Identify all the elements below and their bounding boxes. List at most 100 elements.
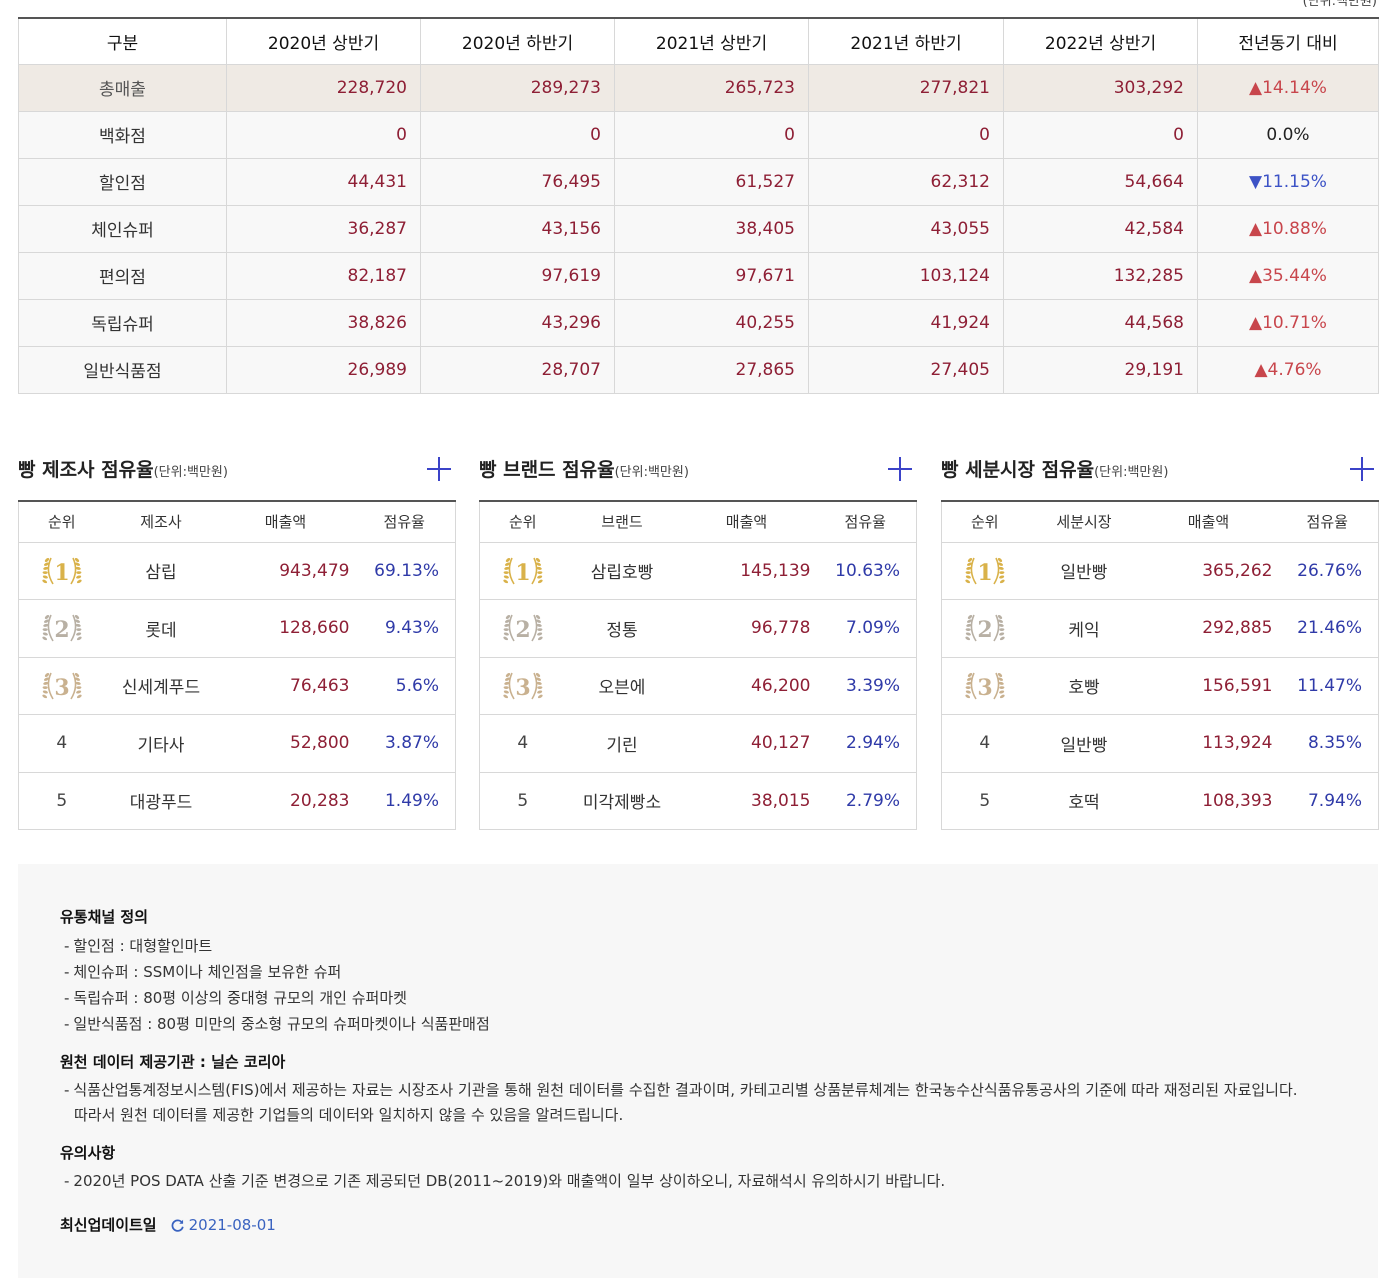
panel-title: 빵 세분시장 점유율(단위:백만원): [941, 455, 1378, 489]
share-value: 7.94%: [1276, 772, 1379, 830]
svg-text:3: 3: [515, 675, 530, 701]
sales-value: 97,671: [614, 251, 809, 300]
table-header-row: 순위 제조사 매출액 점유율: [18, 500, 456, 543]
rank-medal-icon: 2: [960, 611, 1010, 645]
sales-value: 27,405: [808, 345, 1004, 394]
sales-value: 27,865: [614, 345, 809, 394]
sales-value: 40,127: [678, 714, 815, 773]
info-box: 유통채널 정의 할인점 : 대형할인마트 체인슈퍼 : SSM이나 체인점을 보…: [18, 864, 1378, 1278]
item-name: 삼립호빵: [565, 542, 679, 600]
rank-cell: 4: [941, 714, 1028, 773]
item-name: 신세계푸드: [104, 657, 218, 715]
item-name: 롯데: [104, 599, 218, 658]
share-value: 10.63%: [814, 542, 917, 600]
sales-by-channel-table: 구분 2020년 상반기 2020년 하반기 2021년 상반기 2021년 하…: [18, 17, 1379, 394]
channel-label: 백화점: [18, 110, 227, 159]
more-plus-icon[interactable]: [427, 457, 451, 481]
table-row: 2 정통 96,778 7.09%: [479, 599, 917, 658]
sales-value: 43,055: [808, 204, 1004, 253]
item-name: 일반빵: [1027, 714, 1141, 773]
share-value: 2.94%: [814, 714, 917, 773]
rank-medal-icon: 3: [498, 669, 548, 703]
table-row: 일반식품점 26,989 28,707 27,865 27,405 29,191 ▲4.76…: [18, 345, 1379, 394]
table-row: 편의점 82,187 97,619 97,671 103,124 132,285 ▲35.4…: [18, 251, 1379, 300]
channel-definition-item: 체인슈퍼 : SSM이나 체인점을 보유한 슈퍼: [60, 959, 1378, 985]
item-name: 호빵: [1027, 657, 1141, 715]
sales-value: 228,720: [226, 63, 421, 112]
sales-value: 0: [808, 110, 1004, 159]
share-table: 순위 제조사 매출액 점유율 1 삼립 943,479 69.13% 2 롯데 128,660 9.4…: [18, 500, 456, 830]
panel-unit: (단위:백만원): [153, 465, 228, 480]
brand-share-panel: 빵 브랜드 점유율(단위:백만원) 순위 브랜드 매출액 점유율 1 삼립호빵 145,139…: [479, 455, 917, 830]
table-row: 5 호떡 108,393 7.94%: [941, 772, 1379, 830]
share-value: 5.6%: [353, 657, 456, 715]
rank-cell: 5: [941, 772, 1028, 830]
sales-value: 20,283: [217, 772, 354, 830]
panel-title-text: 빵 세분시장 점유율: [941, 459, 1095, 481]
column-header: 브랜드: [565, 500, 679, 543]
rank-medal-icon: 2: [498, 611, 548, 645]
update-date-group: 2021-08-01: [171, 1216, 276, 1234]
column-header: 점유율: [1276, 500, 1379, 543]
table-header-row: 순위 세분시장 매출액 점유율: [941, 500, 1379, 543]
rank-cell: 5: [18, 772, 105, 830]
item-name: 기타사: [104, 714, 218, 773]
sales-value: 62,312: [808, 157, 1004, 206]
sales-value: 277,821: [808, 63, 1004, 112]
sales-value: 38,015: [678, 772, 815, 830]
sales-value: 52,800: [217, 714, 354, 773]
sales-value: 128,660: [217, 599, 354, 658]
segment-share-panel: 빵 세분시장 점유율(단위:백만원) 순위 세분시장 매출액 점유율 1 일반빵 365,26…: [941, 455, 1379, 830]
share-value: 7.09%: [814, 599, 917, 658]
column-header: 매출액: [217, 500, 354, 543]
channel-label: 총매출: [18, 63, 227, 112]
table-row: 4 일반빵 113,924 8.35%: [941, 714, 1379, 773]
column-header: 2020년 상반기: [226, 17, 421, 65]
yoy-change: ▲10.71%: [1197, 298, 1379, 347]
sales-value: 43,296: [420, 298, 615, 347]
refresh-icon: [171, 1219, 184, 1232]
sales-value: 43,156: [420, 204, 615, 253]
manufacturer-share-panel: 빵 제조사 점유율(단위:백만원) 순위 제조사 매출액 점유율 1 삼립 943,479 69…: [18, 455, 456, 830]
column-header: 2021년 상반기: [614, 17, 809, 65]
sales-value: 108,393: [1140, 772, 1277, 830]
svg-text:3: 3: [54, 675, 69, 701]
rank-medal-icon: 1: [37, 554, 87, 588]
more-plus-icon[interactable]: [888, 457, 912, 481]
table-row: 2 롯데 128,660 9.43%: [18, 599, 456, 658]
share-value: 3.87%: [353, 714, 456, 773]
table-row: 5 대광푸드 20,283 1.49%: [18, 772, 456, 830]
column-header: 전년동기 대비: [1197, 17, 1379, 65]
sales-value: 29,191: [1003, 345, 1198, 394]
table-row: 1 삼립 943,479 69.13%: [18, 542, 456, 600]
column-header: 2020년 하반기: [420, 17, 615, 65]
panel-unit: (단위:백만원): [614, 465, 689, 480]
svg-text:3: 3: [977, 675, 992, 701]
channel-label: 일반식품점: [18, 345, 227, 394]
rank-medal-icon: 2: [37, 611, 87, 645]
panel-title-text: 빵 브랜드 점유율: [479, 459, 615, 481]
column-header: 점유율: [353, 500, 456, 543]
update-date: 2021-08-01: [188, 1215, 276, 1234]
share-value: 11.47%: [1276, 657, 1379, 715]
yoy-change: ▲14.14%: [1197, 63, 1379, 112]
item-name: 오븐에: [565, 657, 679, 715]
rank-medal-icon: 1: [498, 554, 548, 588]
channel-definition-heading: 유통채널 정의: [60, 908, 149, 926]
table-row: 1 삼립호빵 145,139 10.63%: [479, 542, 917, 600]
share-value: 9.43%: [353, 599, 456, 658]
rank-medal-icon: 1: [960, 554, 1010, 588]
column-header: 구분: [18, 17, 227, 65]
sales-value: 40,255: [614, 298, 809, 347]
share-value: 26.76%: [1276, 542, 1379, 600]
panel-unit: (단위:백만원): [1094, 465, 1169, 480]
column-header: 매출액: [678, 500, 815, 543]
sales-value: 365,262: [1140, 542, 1277, 600]
share-value: 2.79%: [814, 772, 917, 830]
item-name: 케익: [1027, 599, 1141, 658]
more-plus-icon[interactable]: [1350, 457, 1374, 481]
sales-value: 303,292: [1003, 63, 1198, 112]
notice-text: 2020년 POS DATA 산출 기준 변경으로 기존 제공되던 DB(201…: [60, 1169, 1300, 1194]
sales-value: 132,285: [1003, 251, 1198, 300]
sales-value: 943,479: [217, 542, 354, 600]
